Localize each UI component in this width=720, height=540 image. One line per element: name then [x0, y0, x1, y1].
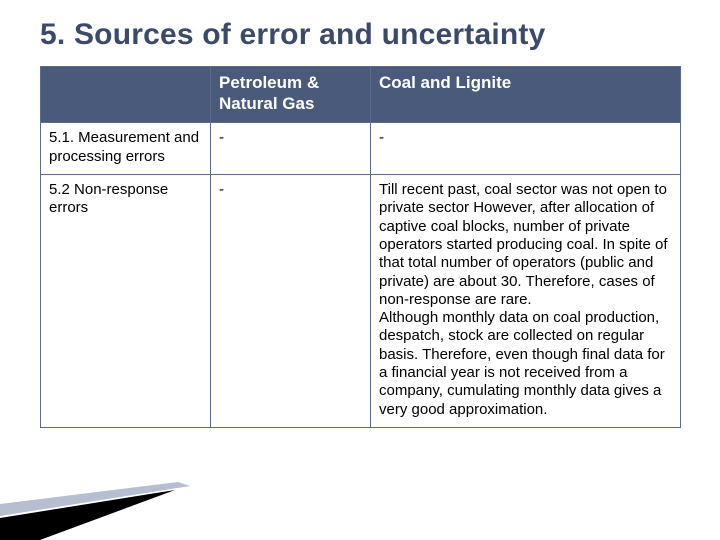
cell: Till recent past, coal sector was not op… [371, 175, 681, 428]
cell: - [371, 123, 681, 175]
slide: 5. Sources of error and uncertainty Petr… [0, 0, 720, 540]
deco-shadow [0, 490, 175, 540]
table-row: 5.1. Measurement and processing errors -… [41, 123, 681, 175]
deco-accent [0, 482, 190, 516]
col-header-petroleum: Petroleum & Natural Gas [211, 67, 371, 123]
corner-decoration [0, 470, 200, 540]
cell: - [211, 175, 371, 428]
cell: - [211, 123, 371, 175]
page-title: 5. Sources of error and uncertainty [40, 18, 690, 52]
row-label: 5.1. Measurement and processing errors [41, 123, 211, 175]
col-header-blank [41, 67, 211, 123]
col-header-coal: Coal and Lignite [371, 67, 681, 123]
table-row: 5.2 Non-response errors - Till recent pa… [41, 175, 681, 428]
row-label: 5.2 Non-response errors [41, 175, 211, 428]
table-header: Petroleum & Natural Gas Coal and Lignite [41, 67, 681, 123]
error-sources-table: Petroleum & Natural Gas Coal and Lignite… [40, 66, 681, 428]
